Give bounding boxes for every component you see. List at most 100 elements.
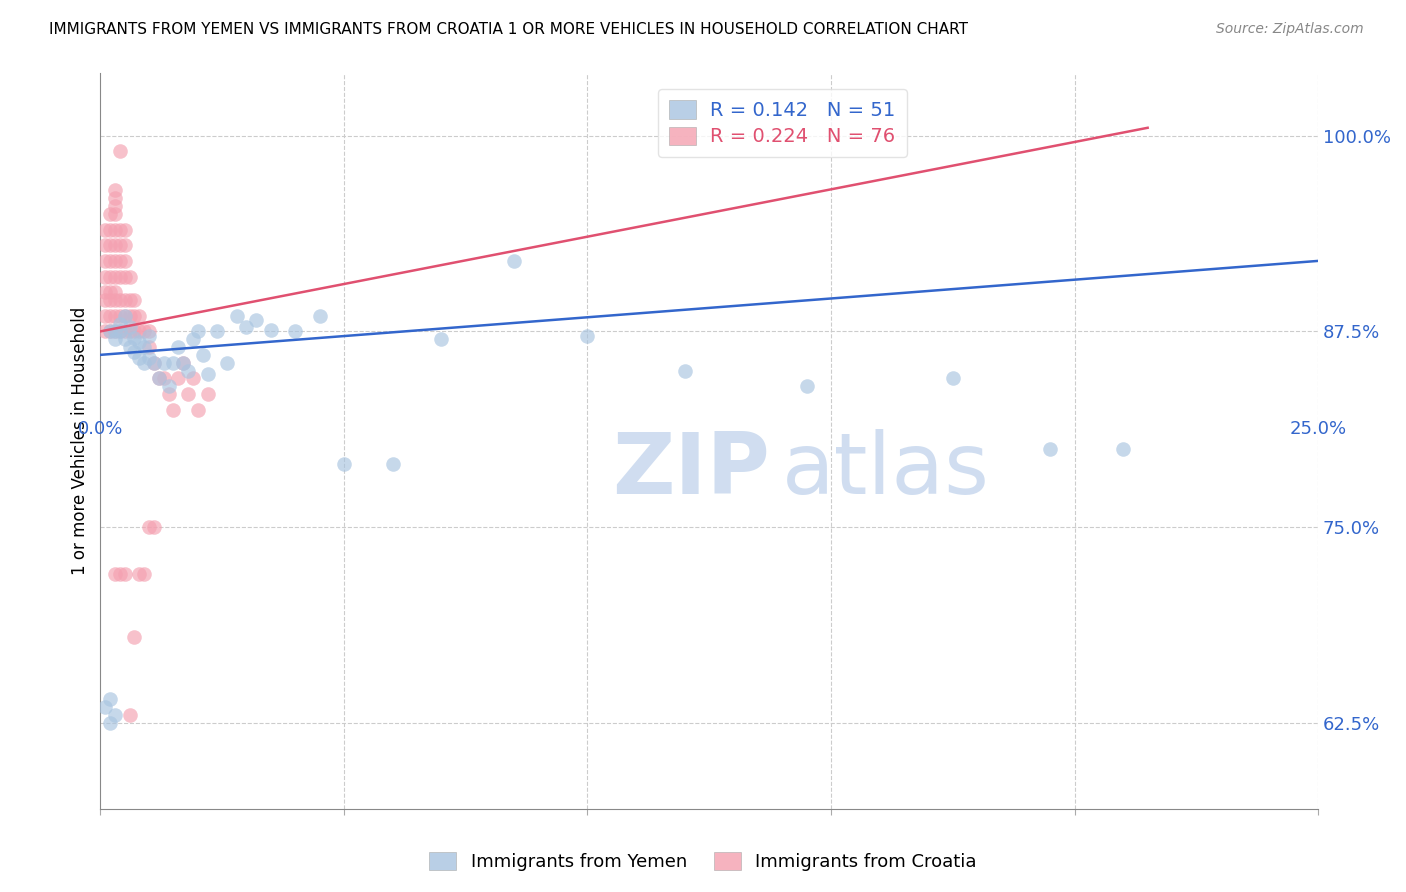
Point: [108, 269, 131, 284]
Point: [94, 269, 117, 284]
Point: [94, 293, 117, 307]
Point: [796, 379, 818, 393]
Point: [167, 371, 190, 385]
Point: [114, 567, 136, 582]
Point: [108, 317, 131, 331]
Point: [114, 309, 136, 323]
Point: [134, 356, 156, 370]
Point: [191, 348, 214, 362]
Point: [98, 253, 121, 268]
Point: [94, 309, 117, 323]
Point: [104, 324, 127, 338]
Point: [128, 335, 150, 350]
Point: [114, 269, 136, 284]
Point: [148, 371, 170, 385]
Point: [134, 340, 156, 354]
Point: [114, 222, 136, 236]
Point: [162, 356, 184, 370]
Point: [308, 309, 330, 323]
Point: [94, 285, 117, 300]
Point: [114, 293, 136, 307]
Point: [98, 269, 121, 284]
Point: [114, 324, 136, 338]
Point: [187, 402, 209, 417]
Point: [124, 630, 146, 644]
Y-axis label: 1 or more Vehicles in Household: 1 or more Vehicles in Household: [72, 307, 89, 575]
Point: [138, 324, 160, 338]
Point: [942, 371, 965, 385]
Point: [118, 708, 141, 723]
Point: [128, 567, 150, 582]
Point: [138, 340, 160, 354]
Point: [138, 520, 160, 534]
Text: 25.0%: 25.0%: [1289, 420, 1347, 438]
Point: [124, 324, 146, 338]
Point: [118, 324, 141, 338]
Point: [503, 253, 526, 268]
Point: [104, 708, 127, 723]
Point: [381, 458, 404, 472]
Point: [98, 207, 121, 221]
Point: [108, 293, 131, 307]
Point: [167, 340, 190, 354]
Legend: Immigrants from Yemen, Immigrants from Croatia: Immigrants from Yemen, Immigrants from C…: [422, 845, 984, 879]
Point: [104, 191, 127, 205]
Point: [260, 323, 283, 337]
Point: [94, 238, 117, 252]
Point: [104, 199, 127, 213]
Point: [118, 340, 141, 354]
Point: [128, 309, 150, 323]
Text: IMMIGRANTS FROM YEMEN VS IMMIGRANTS FROM CROATIA 1 OR MORE VEHICLES IN HOUSEHOLD: IMMIGRANTS FROM YEMEN VS IMMIGRANTS FROM…: [49, 22, 969, 37]
Point: [128, 324, 150, 338]
Point: [134, 567, 156, 582]
Point: [142, 356, 165, 370]
Point: [142, 520, 165, 534]
Point: [114, 238, 136, 252]
Text: 0.0%: 0.0%: [77, 420, 124, 438]
Point: [104, 222, 127, 236]
Point: [187, 324, 209, 338]
Point: [118, 309, 141, 323]
Point: [104, 207, 127, 221]
Point: [430, 332, 453, 346]
Point: [197, 367, 219, 381]
Point: [1112, 442, 1135, 456]
Point: [148, 371, 170, 385]
Point: [134, 324, 156, 338]
Point: [104, 309, 127, 323]
Point: [98, 692, 121, 706]
Point: [142, 356, 165, 370]
Point: [124, 293, 146, 307]
Point: [118, 293, 141, 307]
Point: [138, 351, 160, 365]
Point: [94, 324, 117, 338]
Point: [225, 309, 247, 323]
Point: [104, 567, 127, 582]
Point: [245, 313, 267, 327]
Point: [108, 324, 131, 338]
Point: [118, 319, 141, 334]
Point: [108, 567, 131, 582]
Text: ZIP: ZIP: [612, 429, 769, 512]
Point: [576, 329, 599, 343]
Point: [108, 222, 131, 236]
Text: Source: ZipAtlas.com: Source: ZipAtlas.com: [1216, 22, 1364, 37]
Point: [177, 387, 200, 401]
Point: [284, 324, 307, 338]
Point: [1039, 442, 1062, 456]
Point: [104, 332, 127, 346]
Point: [215, 356, 238, 370]
Point: [157, 387, 180, 401]
Point: [104, 269, 127, 284]
Point: [673, 363, 696, 377]
Point: [104, 238, 127, 252]
Point: [94, 253, 117, 268]
Point: [108, 309, 131, 323]
Point: [104, 285, 127, 300]
Point: [98, 324, 121, 338]
Point: [157, 379, 180, 393]
Point: [98, 715, 121, 730]
Point: [98, 285, 121, 300]
Point: [181, 332, 204, 346]
Point: [177, 363, 200, 377]
